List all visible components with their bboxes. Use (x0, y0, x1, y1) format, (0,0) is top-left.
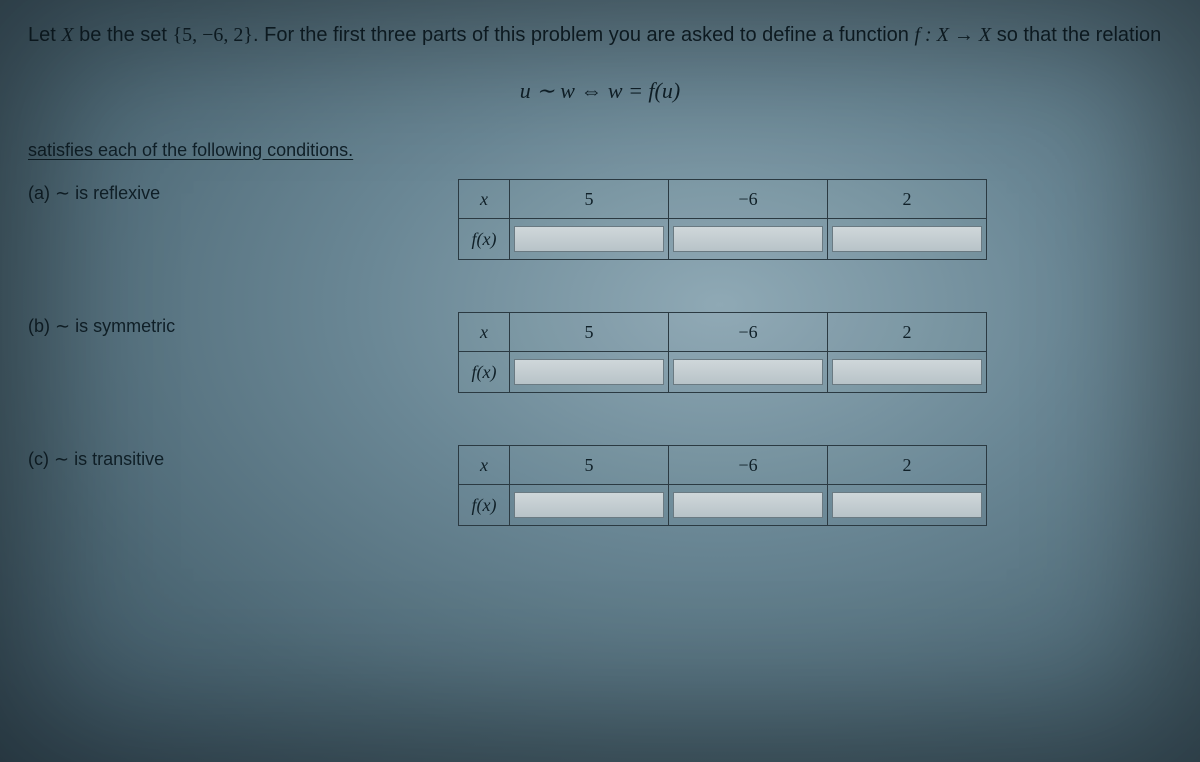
x-value: −6 (669, 180, 828, 219)
fx-input-b-3[interactable] (832, 359, 982, 385)
relation-equation: u ∼ w ⇔ w = f(u) (28, 78, 1172, 104)
table-row: f(x) (459, 219, 987, 260)
x-value: 2 (828, 313, 987, 352)
satisfies-line: satisfies each of the following conditio… (28, 140, 1172, 161)
part-c-label: (c) ∼ is transitive (28, 445, 458, 470)
part-a-table: x 5 −6 2 f(x) (458, 179, 987, 260)
fx-input-a-2[interactable] (673, 226, 823, 252)
x-header: x (459, 446, 510, 485)
intro-prefix: Let (28, 24, 61, 46)
fx-input-b-1[interactable] (514, 359, 664, 385)
table-row: x 5 −6 2 (459, 446, 987, 485)
intro-X: X (61, 24, 73, 46)
problem-intro: Let X be the set {5, −6, 2}. For the fir… (28, 20, 1172, 50)
part-c-table: x 5 −6 2 f(x) (458, 445, 987, 526)
x-value: 5 (510, 180, 669, 219)
x-value: −6 (669, 446, 828, 485)
fx-input-c-2[interactable] (673, 492, 823, 518)
intro-suffix: so that the relation (991, 24, 1161, 46)
intro-fdef: f : X → X (915, 24, 992, 46)
fx-header: f(x) (459, 219, 510, 260)
part-a-row: (a) ∼ is reflexive x 5 −6 2 f(x) (28, 179, 1172, 260)
x-value: 5 (510, 313, 669, 352)
intro-be: be the set (74, 24, 173, 46)
x-value: 2 (828, 180, 987, 219)
x-header: x (459, 313, 510, 352)
x-header: x (459, 180, 510, 219)
table-row: f(x) (459, 485, 987, 526)
part-c-row: (c) ∼ is transitive x 5 −6 2 f(x) (28, 445, 1172, 526)
intro-mid: . For the first three parts of this prob… (253, 24, 914, 46)
fx-input-b-2[interactable] (673, 359, 823, 385)
part-b-row: (b) ∼ is symmetric x 5 −6 2 f(x) (28, 312, 1172, 393)
table-row: x 5 −6 2 (459, 180, 987, 219)
part-b-label: (b) ∼ is symmetric (28, 312, 458, 337)
fx-input-a-1[interactable] (514, 226, 664, 252)
fx-input-c-1[interactable] (514, 492, 664, 518)
part-a-label: (a) ∼ is reflexive (28, 179, 458, 204)
intro-set: {5, −6, 2} (173, 24, 253, 46)
part-b-table: x 5 −6 2 f(x) (458, 312, 987, 393)
table-row: x 5 −6 2 (459, 313, 987, 352)
fx-header: f(x) (459, 352, 510, 393)
x-value: 2 (828, 446, 987, 485)
x-value: 5 (510, 446, 669, 485)
fx-input-c-3[interactable] (832, 492, 982, 518)
x-value: −6 (669, 313, 828, 352)
fx-input-a-3[interactable] (832, 226, 982, 252)
table-row: f(x) (459, 352, 987, 393)
fx-header: f(x) (459, 485, 510, 526)
